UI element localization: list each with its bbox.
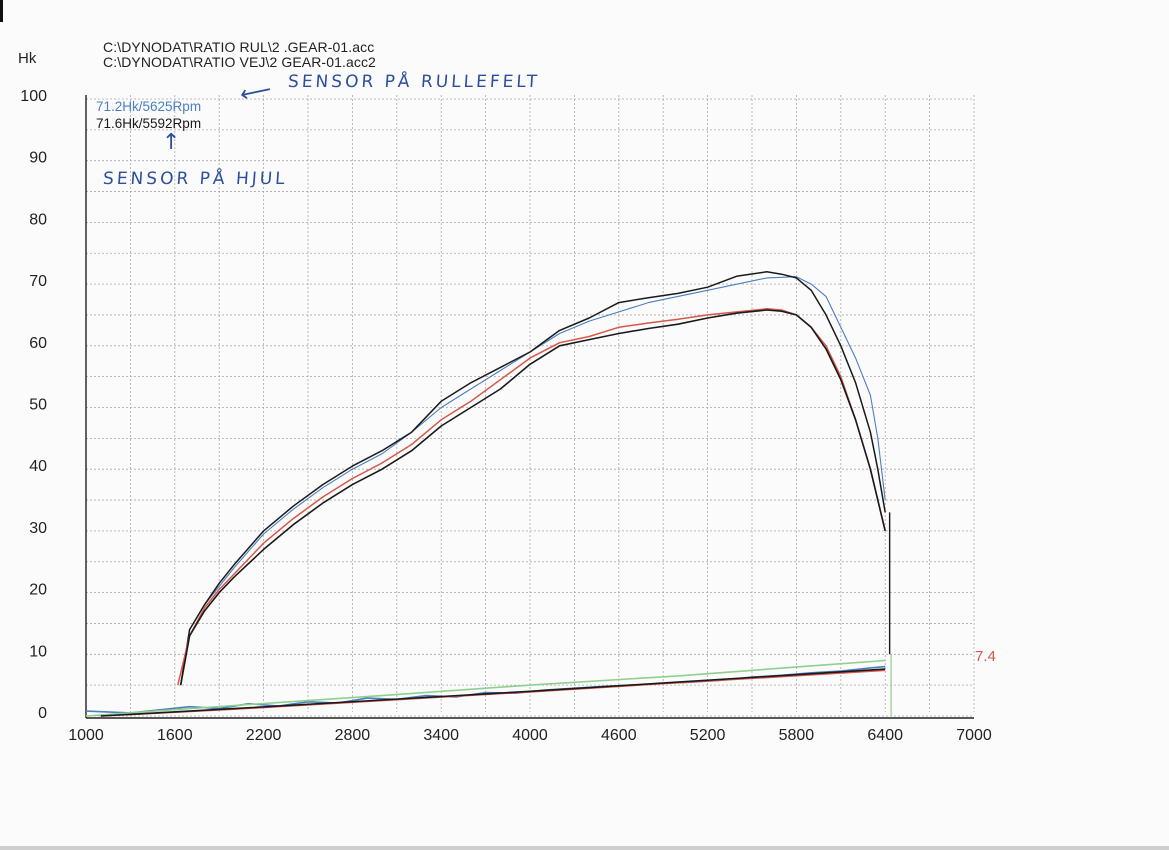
axes <box>85 95 974 719</box>
series-line-blue_low <box>85 665 886 714</box>
y-tick-label: 40 <box>29 458 47 475</box>
x-tick-label: 5200 <box>690 727 726 744</box>
page-edge <box>0 846 1169 850</box>
x-tick-label: 2200 <box>246 727 282 744</box>
series-line-black_power_lower <box>179 309 886 686</box>
y-tick-label: 60 <box>29 335 47 352</box>
y-tick-label: 90 <box>29 150 47 167</box>
y-tick-label: 20 <box>29 582 47 599</box>
peak-readout-wheel: 71.6Hk/5592Rpm <box>96 116 202 131</box>
x-tick-label: 6400 <box>867 727 903 744</box>
y-axis-unit: Hk <box>18 50 37 67</box>
series-line-green_low <box>85 659 886 717</box>
y-tick-label: 50 <box>29 397 47 414</box>
y-tick-label: 10 <box>29 643 47 660</box>
x-tick-label: 5800 <box>779 727 815 744</box>
x-tick-label: 3400 <box>423 727 459 744</box>
y-tick-label: 0 <box>38 705 47 722</box>
handwritten-note-roller: SENSOR PÅ RULLEFELT <box>287 72 541 92</box>
y-tick-label: 80 <box>29 211 47 228</box>
x-tick-label: 2800 <box>335 727 371 744</box>
series-line-red_power <box>177 308 886 686</box>
file-path-wheel: C:\DYNODAT\RATIO VEJ\2 GEAR-01.acc2 <box>103 54 376 70</box>
crop-mark <box>0 0 3 22</box>
x-tick-label: 4000 <box>512 727 548 744</box>
peak-readout-roller: 71.2Hk/5625Rpm <box>96 99 202 114</box>
y-tick-label: 100 <box>20 88 47 105</box>
file-path-roller: C:\DYNODAT\RATIO RUL\2 .GEAR-01.acc <box>103 39 375 55</box>
x-tick-label: 1600 <box>157 727 193 744</box>
series-lines <box>85 271 892 717</box>
x-tick-label: 4600 <box>601 727 637 744</box>
arrow-up-icon: ↑ <box>162 130 181 155</box>
series-line-black_power_upper <box>179 271 886 686</box>
y-tick-label: 70 <box>29 273 47 290</box>
end-value-label: 7.4 <box>975 648 996 665</box>
x-tick-label: 7000 <box>956 727 992 744</box>
series-line-blue_power <box>180 276 886 686</box>
x-tick-label: 1000 <box>68 727 104 744</box>
y-tick-label: 30 <box>29 520 47 537</box>
tick-labels: 1000 1600 2200 2800 3400 4000 4600 5200 5800 6400… <box>20 88 992 744</box>
series-line-black_low <box>100 668 886 717</box>
handwritten-note-wheel: SENSOR PÅ HJUL <box>102 169 289 189</box>
